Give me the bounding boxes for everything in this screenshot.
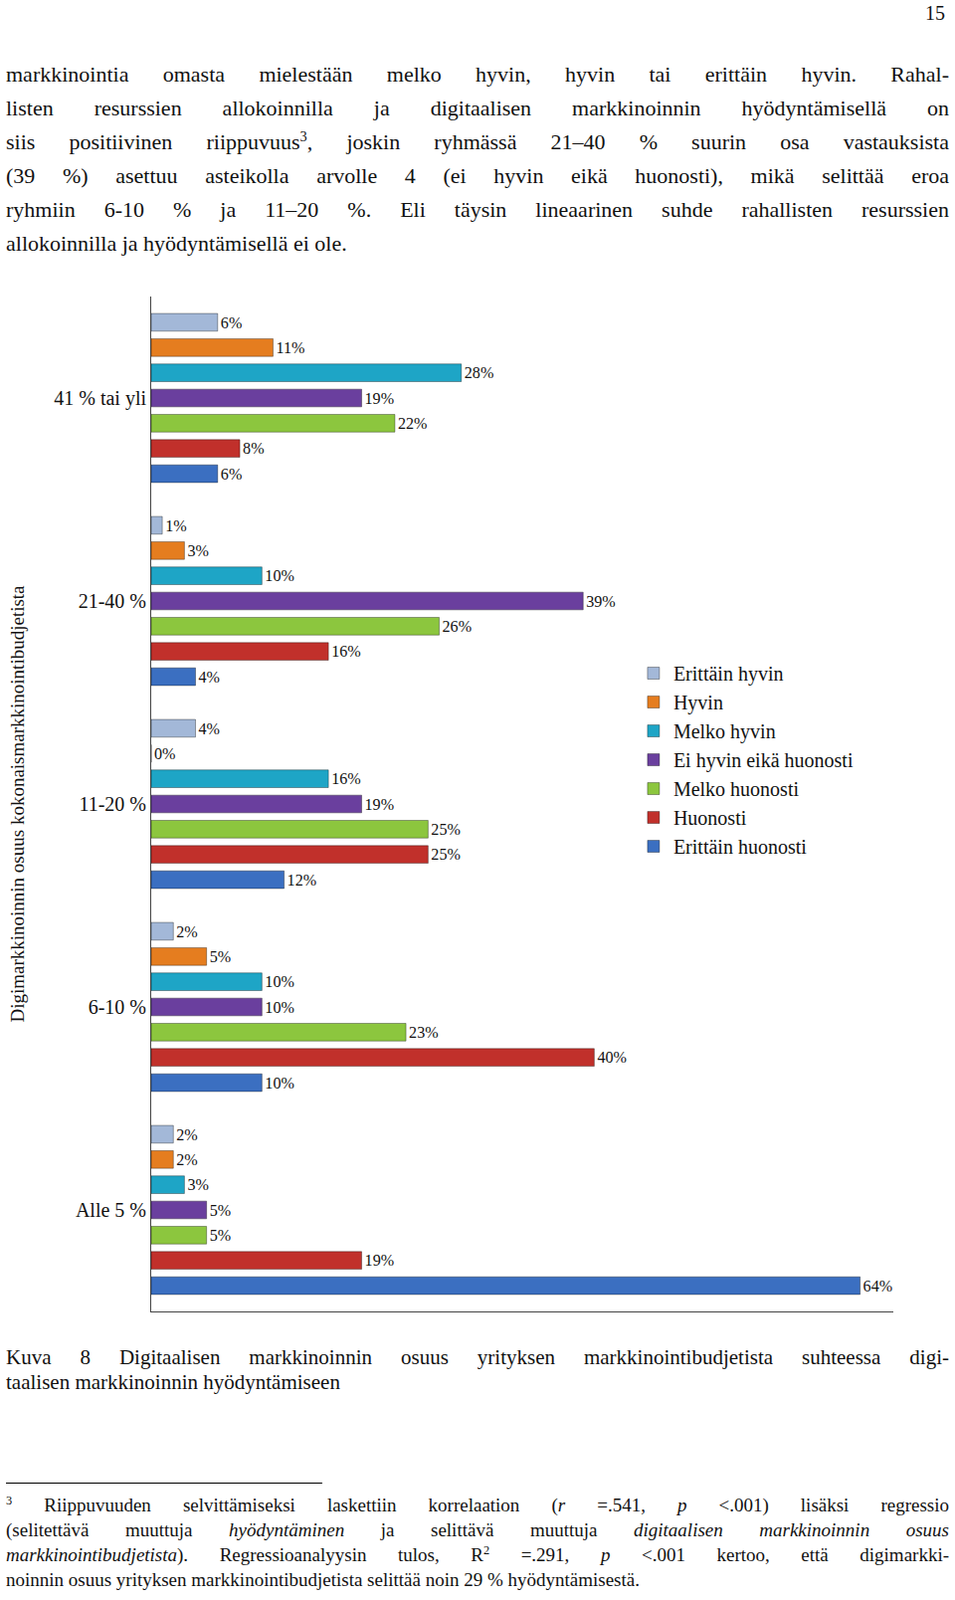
html-text:3Riippuvuuden selvittämiseksi: 3Riippuvuuden selvittämiseksi laskettiin… xyxy=(5,1492,950,1516)
svg-text:Erittäin hyvin: Erittäin hyvin xyxy=(673,662,784,686)
svg-text:23%: 23% xyxy=(408,1023,439,1041)
svg-text:2%: 2% xyxy=(176,1150,198,1168)
svg-text:22%: 22% xyxy=(397,414,428,432)
html-text:(selitettävä muuttuja hyödyntä: (selitettävä muuttuja hyödyntäminen ja s… xyxy=(5,1519,950,1540)
html-text:noinnin osuus yrityksen markki: noinnin osuus yrityksen markkinointibudj… xyxy=(5,1568,640,1590)
svg-text:8%: 8% xyxy=(242,439,265,457)
svg-text:41 % tai yli: 41 % tai yli xyxy=(53,386,147,410)
svg-text:Ei hyvin eikä huonosti: Ei hyvin eikä huonosti xyxy=(673,749,854,772)
svg-text:Alle 5 %: Alle 5 % xyxy=(75,1198,147,1221)
svg-text:6-10 %: 6-10 % xyxy=(88,995,147,1018)
svg-text:19%: 19% xyxy=(365,389,395,407)
svg-text:Huonosti: Huonosti xyxy=(673,806,748,829)
svg-text:11-20 %: 11-20 % xyxy=(78,792,147,815)
svg-text:Melko hyvin: Melko hyvin xyxy=(673,720,776,744)
svg-text:1%: 1% xyxy=(165,517,188,535)
html-text:(39 %) asettuu asteikolla arvo: (39 %) asettuu asteikolla arvolle 4 (ei … xyxy=(5,163,950,189)
svg-text:5%: 5% xyxy=(209,948,232,965)
svg-text:2%: 2% xyxy=(176,923,198,941)
html-text:siis positiivinen riippuvuus3,: siis positiivinen riippuvuus3, joskin ry… xyxy=(5,128,950,155)
svg-text:19%: 19% xyxy=(365,795,395,813)
svg-text:Digimarkkinoinnin osuus kokona: Digimarkkinoinnin osuus kokonaismarkkino… xyxy=(6,584,28,1023)
svg-text:40%: 40% xyxy=(596,1048,627,1066)
svg-text:3%: 3% xyxy=(187,1175,209,1193)
svg-text:6%: 6% xyxy=(220,314,243,332)
svg-text:19%: 19% xyxy=(365,1251,395,1269)
svg-text:5%: 5% xyxy=(209,1226,232,1244)
svg-text:10%: 10% xyxy=(264,972,295,990)
html-text:ryhmiin 6-10 % ja 11–20 %. Eli: ryhmiin 6-10 % ja 11–20 %. Eli täysin li… xyxy=(5,196,950,222)
html-text:markkinointibudjetista). Regre: markkinointibudjetista). Regressioanalyy… xyxy=(5,1542,950,1565)
html-text:Kuva 8 Digitaalisen markkinoin: Kuva 8 Digitaalisen markkinoinnin osuus … xyxy=(5,1344,950,1369)
svg-text:16%: 16% xyxy=(331,642,362,660)
svg-text:10%: 10% xyxy=(264,1074,295,1092)
svg-text:5%: 5% xyxy=(209,1201,232,1219)
svg-text:Erittäin huonosti: Erittäin huonosti xyxy=(673,835,807,858)
svg-text:25%: 25% xyxy=(430,845,461,863)
svg-text:Hyvin: Hyvin xyxy=(673,691,724,715)
svg-text:12%: 12% xyxy=(287,871,318,889)
svg-text:4%: 4% xyxy=(198,720,221,738)
svg-text:10%: 10% xyxy=(264,567,295,584)
svg-text:4%: 4% xyxy=(198,668,221,686)
html-text:listen resurssien allokoinnill: listen resurssien allokoinnilla ja digit… xyxy=(5,95,950,121)
svg-text:3%: 3% xyxy=(187,542,209,560)
svg-text:21-40 %: 21-40 % xyxy=(78,589,147,612)
svg-text:Melko huonosti: Melko huonosti xyxy=(673,777,800,800)
svg-text:28%: 28% xyxy=(464,364,495,382)
svg-text:2%: 2% xyxy=(176,1126,198,1144)
svg-text:11%: 11% xyxy=(275,339,305,357)
svg-text:26%: 26% xyxy=(442,617,473,635)
svg-text:64%: 64% xyxy=(863,1277,894,1295)
svg-text:0%: 0% xyxy=(154,745,177,763)
svg-text:6%: 6% xyxy=(220,465,243,483)
svg-text:25%: 25% xyxy=(430,820,461,838)
html-text:markkinointia omasta mielestää: markkinointia omasta mielestään melko hy… xyxy=(5,61,950,87)
svg-text:39%: 39% xyxy=(585,592,616,610)
html-text:15: 15 xyxy=(925,1,946,24)
html-text:taalisen markkinoinnin hyödynt: taalisen markkinoinnin hyödyntämiseen xyxy=(5,1369,341,1394)
svg-text:10%: 10% xyxy=(264,998,295,1016)
html-text:allokoinnilla ja hyödyntämisel: allokoinnilla ja hyödyntämisellä ei ole. xyxy=(5,230,347,256)
svg-text:16%: 16% xyxy=(331,769,362,787)
